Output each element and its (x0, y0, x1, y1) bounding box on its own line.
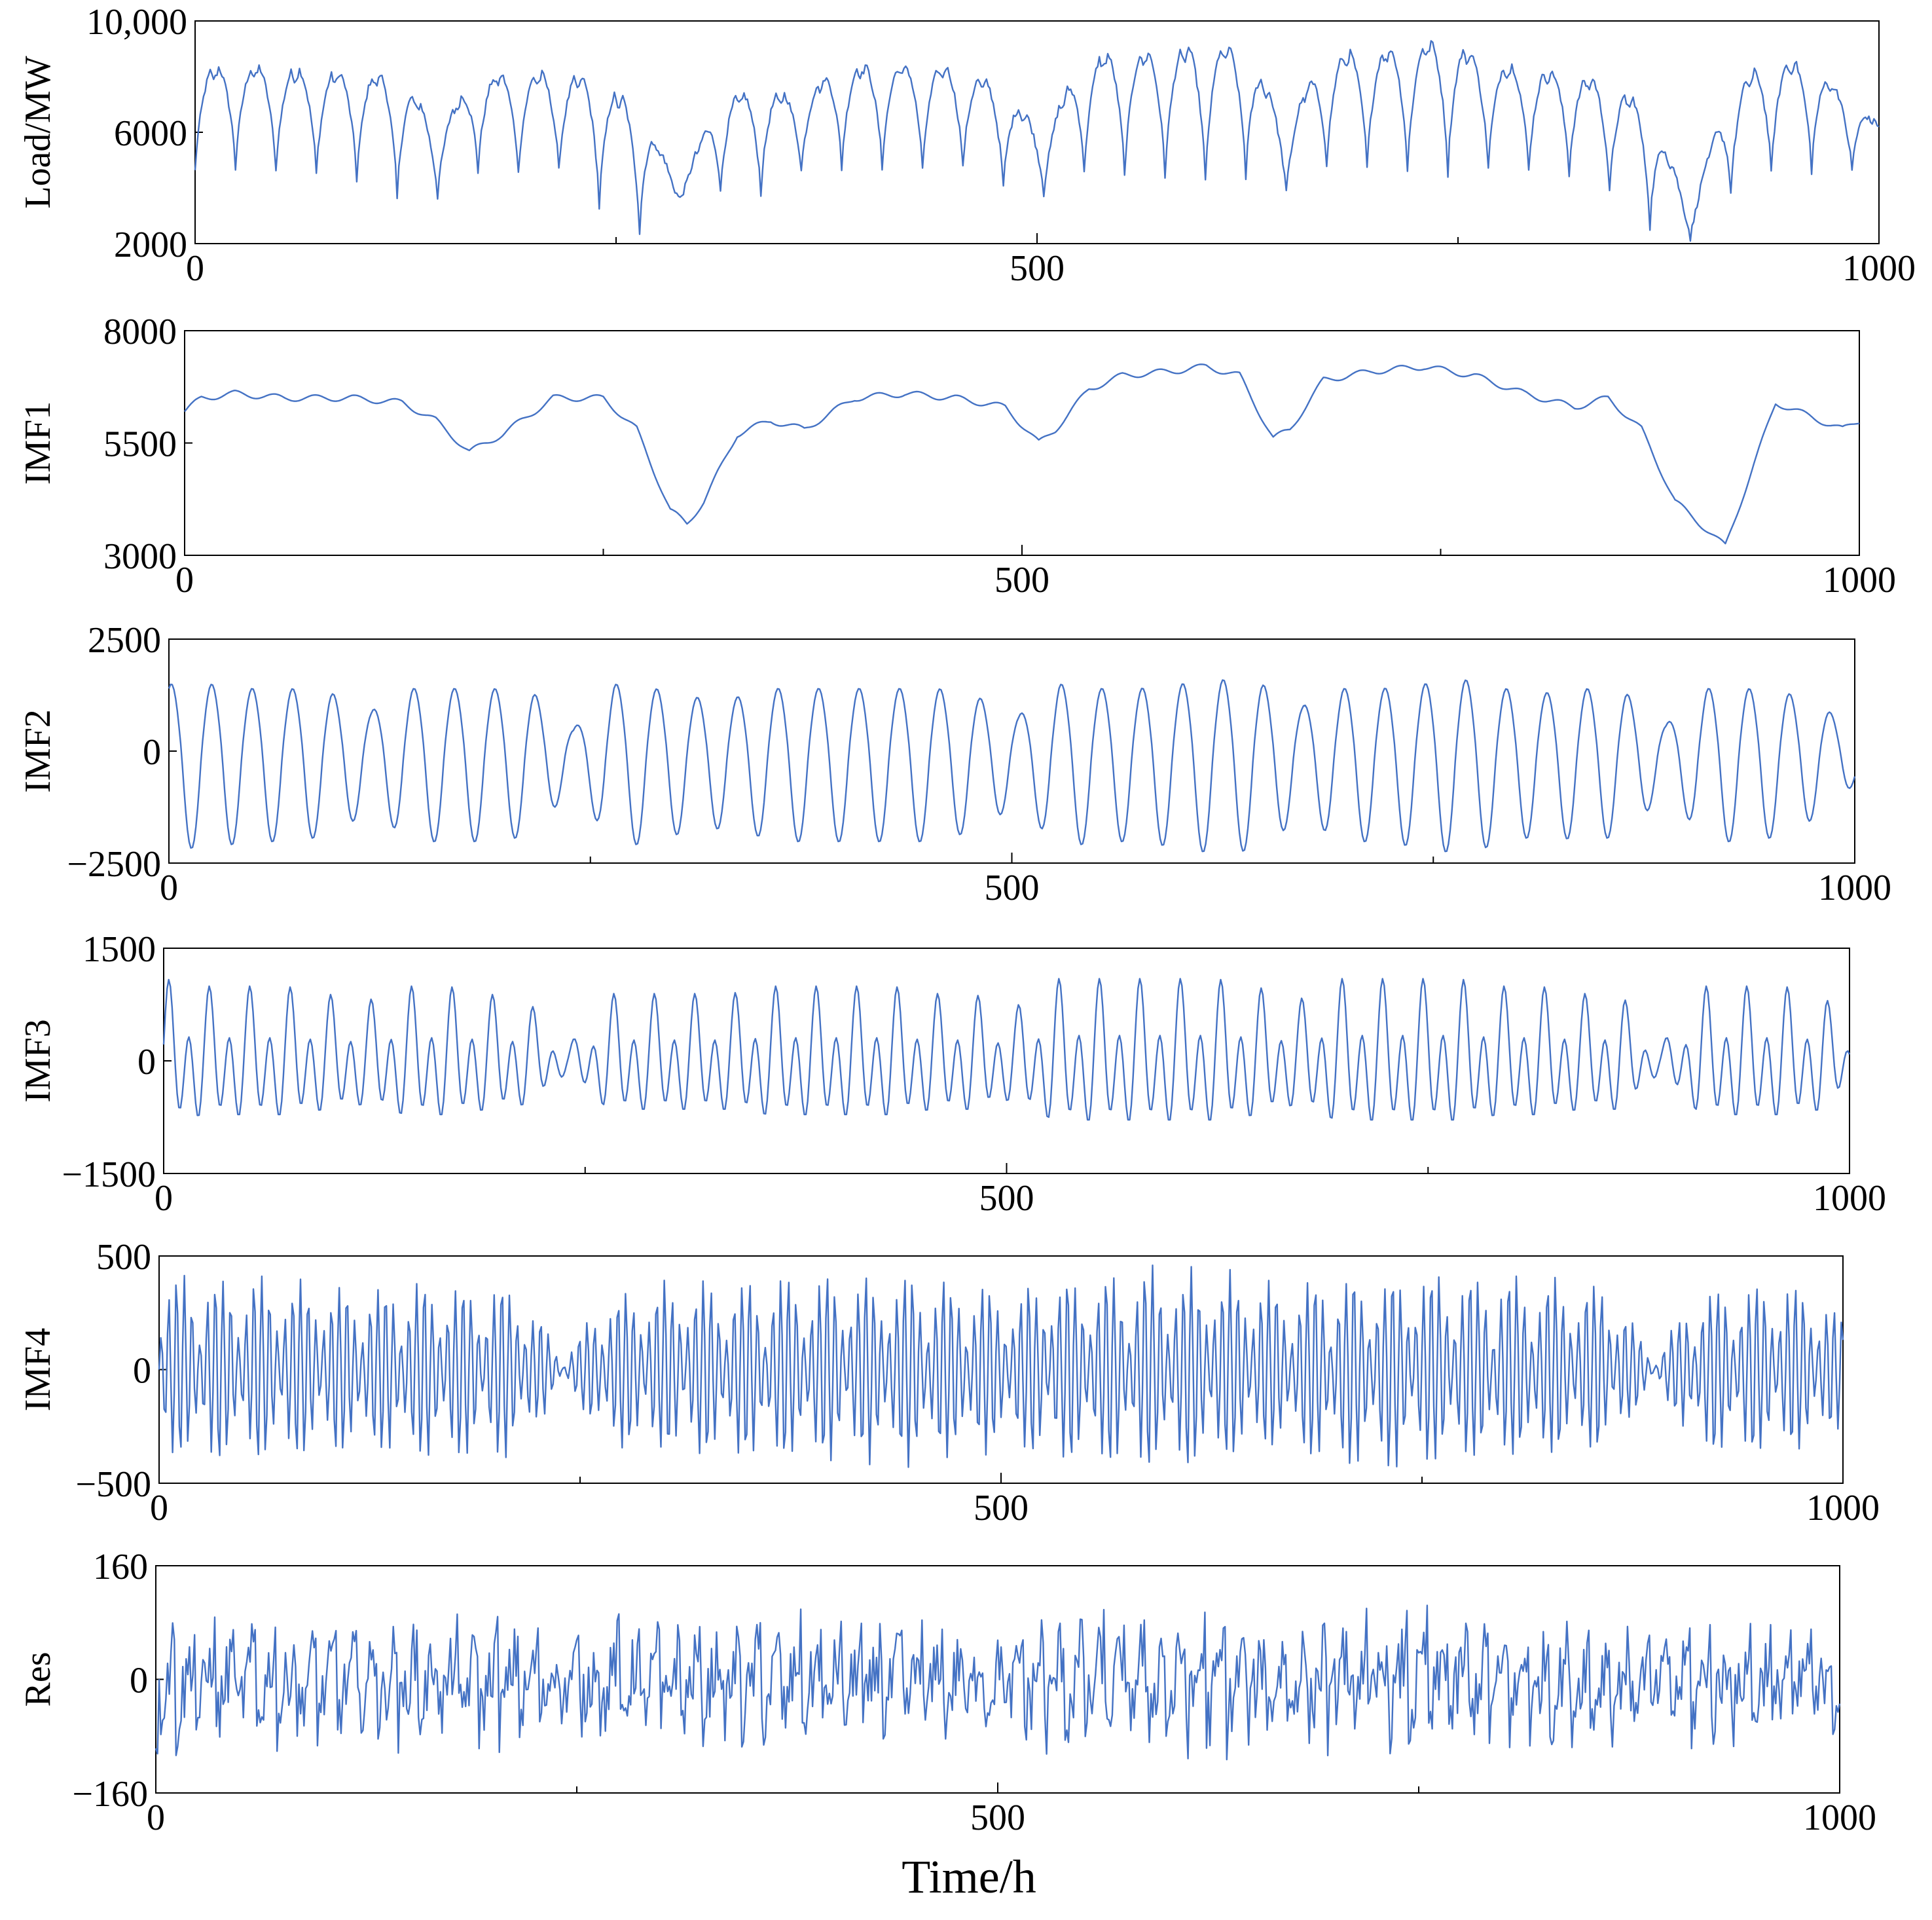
x-tick-label: 500 (979, 1178, 1034, 1219)
y-axis-label: IMF3 (18, 1019, 58, 1103)
y-axis-label: IMF1 (18, 401, 58, 485)
y-tick-label: 0 (130, 1661, 148, 1701)
y-tick-label: 0 (137, 1042, 156, 1082)
y-axis-label: IMF2 (18, 709, 58, 793)
x-tick-label: 0 (150, 1488, 168, 1528)
y-tick-label: 0 (133, 1351, 151, 1392)
panel-2: 0 500 1000 3000 5500 8000 IMF1 (18, 312, 1896, 600)
y-tick-label: 2000 (114, 225, 187, 265)
plot-frame (194, 20, 1880, 244)
series-line (168, 679, 1856, 853)
y-tick-label: 5500 (103, 424, 177, 465)
y-tick-label: 1500 (82, 929, 156, 970)
plot-frame (184, 330, 1860, 556)
y-axis-label: Res (18, 1652, 58, 1707)
x-tick-label: 0 (160, 868, 178, 908)
y-tick-label: −1500 (62, 1154, 156, 1195)
plot-frame (155, 1565, 1840, 1794)
series-line (184, 363, 1860, 545)
y-tick-label: 6000 (114, 113, 187, 154)
y-axis-label: IMF4 (18, 1328, 58, 1412)
series-line (162, 978, 1851, 1121)
x-tick-label: 0 (147, 1798, 165, 1838)
y-tick-label: −500 (75, 1464, 151, 1505)
y-tick-label: 500 (96, 1237, 151, 1278)
plot-frame (163, 948, 1850, 1174)
series-line (194, 40, 1880, 242)
x-tick-label: 0 (155, 1178, 173, 1219)
series-line (158, 1265, 1844, 1468)
x-tick-label: 1000 (1818, 868, 1891, 908)
x-tick-label: 500 (1010, 248, 1065, 289)
x-tick-label: 1000 (1813, 1178, 1886, 1219)
x-tick-label: 500 (970, 1798, 1025, 1838)
x-tick-label: 500 (994, 560, 1049, 600)
panel-1: 0 500 1000 2000 6000 10,000 Load/MW (18, 2, 1916, 289)
y-tick-label: 8000 (103, 312, 177, 352)
x-tick-label: 1000 (1823, 560, 1896, 600)
plot-frame (168, 638, 1855, 864)
x-tick-label: 500 (974, 1488, 1029, 1528)
x-tick-label: 1000 (1806, 1488, 1880, 1528)
x-tick-label: 500 (985, 868, 1040, 908)
y-tick-label: 3000 (103, 536, 177, 577)
x-axis-label: Time/h (902, 1851, 1036, 1903)
y-tick-label: 10,000 (86, 2, 187, 43)
x-tick-label: 0 (186, 248, 204, 289)
y-tick-label: −2500 (67, 844, 161, 885)
plot-frame (158, 1255, 1844, 1484)
y-tick-label: −160 (72, 1774, 148, 1815)
x-tick-label: 1000 (1803, 1798, 1876, 1838)
y-tick-label: 2500 (88, 620, 161, 661)
x-tick-label: 0 (175, 560, 194, 600)
series-line (155, 1604, 1841, 1761)
y-tick-label: 0 (143, 732, 161, 773)
x-tick-label: 1000 (1842, 248, 1916, 289)
y-axis-label: Load/MW (18, 56, 58, 208)
y-tick-label: 160 (93, 1547, 148, 1587)
